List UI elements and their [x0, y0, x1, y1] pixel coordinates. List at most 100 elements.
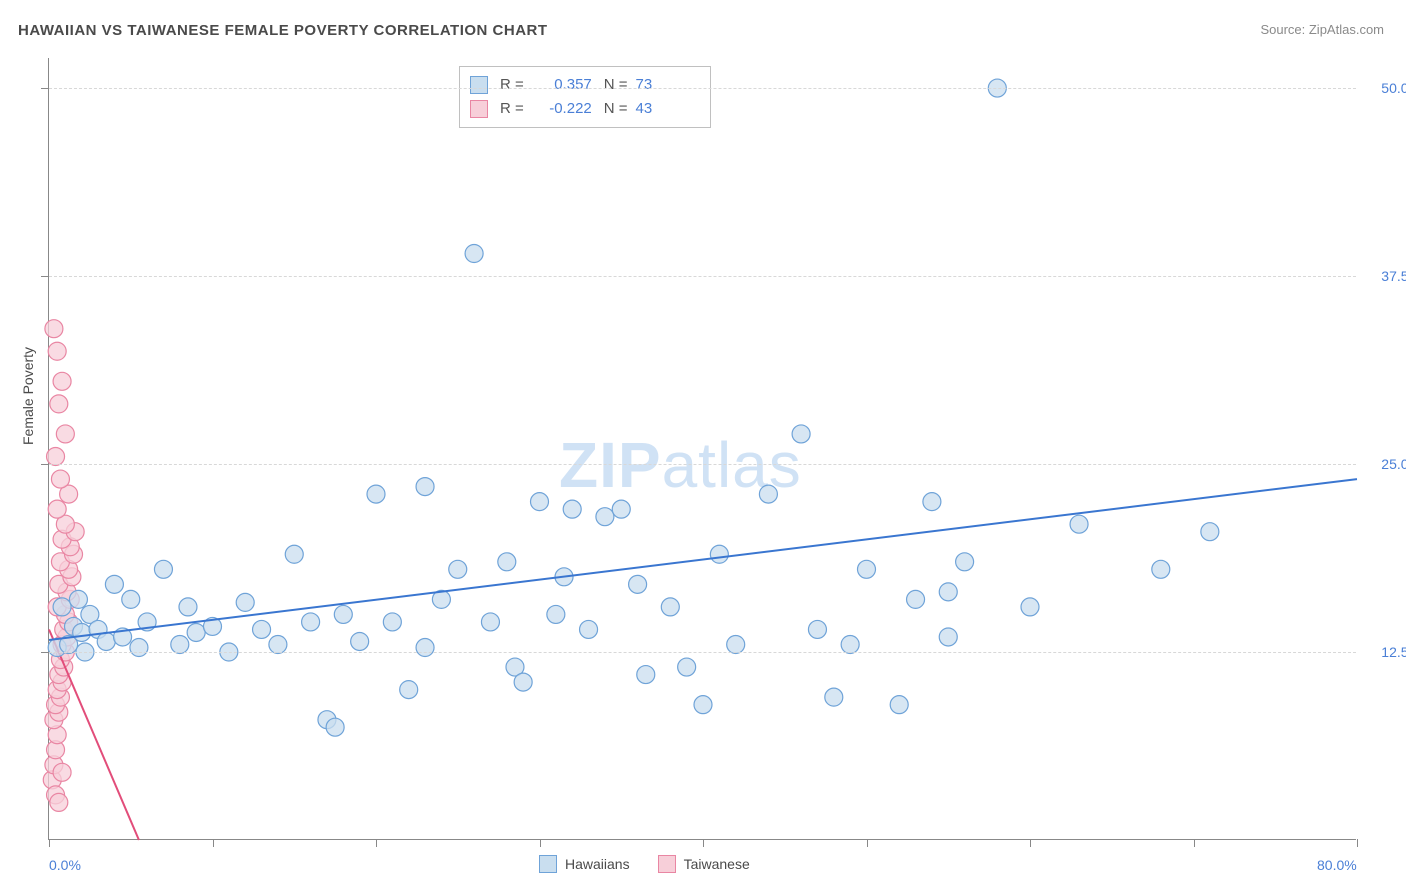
point-hawaiians	[367, 485, 385, 503]
point-hawaiians	[841, 636, 859, 654]
point-taiwanese	[50, 793, 68, 811]
point-hawaiians	[400, 681, 418, 699]
point-taiwanese	[51, 470, 69, 488]
point-hawaiians	[939, 628, 957, 646]
gridline-h	[49, 88, 1356, 89]
gridline-h	[49, 652, 1356, 653]
point-hawaiians	[727, 636, 745, 654]
point-hawaiians	[710, 545, 728, 563]
xtick-label: 80.0%	[1317, 857, 1357, 873]
xtick-label: 0.0%	[49, 857, 81, 873]
point-hawaiians	[612, 500, 630, 518]
tick-x	[1030, 839, 1031, 847]
point-taiwanese	[53, 372, 71, 390]
point-taiwanese	[48, 500, 66, 518]
point-hawaiians	[326, 718, 344, 736]
point-hawaiians	[285, 545, 303, 563]
tick-x	[703, 839, 704, 847]
point-taiwanese	[50, 395, 68, 413]
plot-area: ZIPatlas R = 0.357 N = 73 R = -0.222 N =…	[48, 58, 1356, 840]
tick-x	[376, 839, 377, 847]
point-hawaiians	[269, 636, 287, 654]
tick-y	[41, 652, 49, 653]
point-taiwanese	[47, 448, 65, 466]
point-taiwanese	[48, 342, 66, 360]
point-hawaiians	[792, 425, 810, 443]
regression-line-hawaiians	[49, 479, 1357, 640]
tick-x	[867, 839, 868, 847]
point-hawaiians	[154, 560, 172, 578]
point-hawaiians	[105, 575, 123, 593]
point-hawaiians	[547, 605, 565, 623]
point-taiwanese	[45, 320, 63, 338]
point-hawaiians	[73, 623, 91, 641]
point-hawaiians	[580, 620, 598, 638]
point-hawaiians	[449, 560, 467, 578]
chart-svg	[49, 58, 1356, 839]
tick-x	[1357, 839, 1358, 847]
tick-x	[540, 839, 541, 847]
point-hawaiians	[187, 623, 205, 641]
point-hawaiians	[890, 696, 908, 714]
point-hawaiians	[351, 632, 369, 650]
point-hawaiians	[858, 560, 876, 578]
point-hawaiians	[694, 696, 712, 714]
point-hawaiians	[130, 639, 148, 657]
point-hawaiians	[956, 553, 974, 571]
point-hawaiians	[53, 598, 71, 616]
point-hawaiians	[334, 605, 352, 623]
point-hawaiians	[465, 245, 483, 263]
point-hawaiians	[97, 632, 115, 650]
point-hawaiians	[1070, 515, 1088, 533]
source-label: Source: ZipAtlas.com	[1260, 22, 1384, 37]
point-hawaiians	[1201, 523, 1219, 541]
gridline-h	[49, 464, 1356, 465]
tick-x	[1194, 839, 1195, 847]
point-taiwanese	[53, 763, 71, 781]
point-hawaiians	[416, 639, 434, 657]
ytick-label: 37.5%	[1381, 268, 1406, 284]
point-taiwanese	[56, 425, 74, 443]
y-axis-label: Female Poverty	[20, 347, 36, 445]
point-hawaiians	[563, 500, 581, 518]
point-hawaiians	[531, 493, 549, 511]
point-hawaiians	[637, 666, 655, 684]
point-hawaiians	[514, 673, 532, 691]
point-hawaiians	[383, 613, 401, 631]
legend-item-hawaiians: Hawaiians	[539, 855, 630, 873]
ytick-label: 50.0%	[1381, 80, 1406, 96]
legend-item-taiwanese: Taiwanese	[658, 855, 750, 873]
gridline-h	[49, 276, 1356, 277]
point-hawaiians	[416, 478, 434, 496]
legend-swatch-hawaiians	[539, 855, 557, 873]
tick-x	[213, 839, 214, 847]
legend: Hawaiians Taiwanese	[539, 855, 750, 873]
point-hawaiians	[302, 613, 320, 631]
point-hawaiians	[122, 590, 140, 608]
point-hawaiians	[825, 688, 843, 706]
point-hawaiians	[481, 613, 499, 631]
point-hawaiians	[808, 620, 826, 638]
point-hawaiians	[661, 598, 679, 616]
point-hawaiians	[236, 593, 254, 611]
point-hawaiians	[171, 636, 189, 654]
tick-y	[41, 88, 49, 89]
chart-title: HAWAIIAN VS TAIWANESE FEMALE POVERTY COR…	[18, 22, 548, 39]
point-hawaiians	[1152, 560, 1170, 578]
tick-y	[41, 276, 49, 277]
ytick-label: 12.5%	[1381, 644, 1406, 660]
point-hawaiians	[179, 598, 197, 616]
ytick-label: 25.0%	[1381, 456, 1406, 472]
tick-y	[41, 464, 49, 465]
point-hawaiians	[923, 493, 941, 511]
point-hawaiians	[1021, 598, 1039, 616]
legend-swatch-taiwanese	[658, 855, 676, 873]
point-hawaiians	[596, 508, 614, 526]
point-hawaiians	[498, 553, 516, 571]
point-hawaiians	[253, 620, 271, 638]
point-hawaiians	[939, 583, 957, 601]
tick-x	[49, 839, 50, 847]
point-hawaiians	[69, 590, 87, 608]
point-hawaiians	[678, 658, 696, 676]
point-hawaiians	[759, 485, 777, 503]
